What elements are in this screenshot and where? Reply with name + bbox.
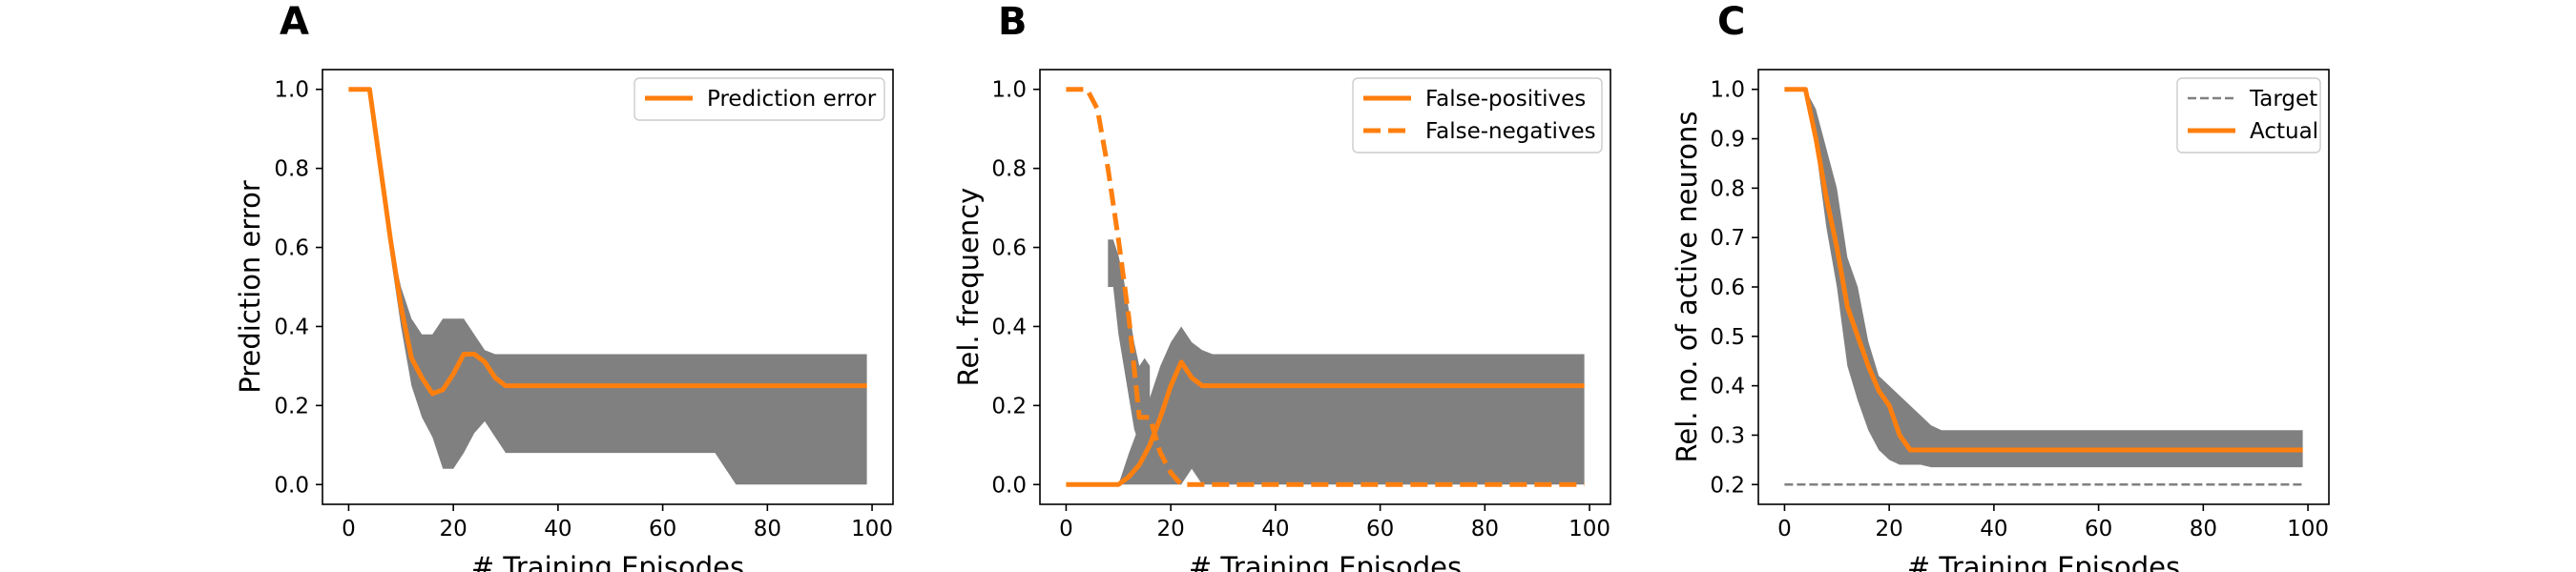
panel-b-line-layer	[1066, 87, 1585, 487]
panel-b-legend-label-false-negatives: False-negatives	[1425, 119, 1596, 144]
panel-c-y-tick-label: 0.7	[1710, 226, 1745, 251]
panel-b-y-tick-label: 0.0	[991, 473, 1027, 498]
panel-b-x-tick-label: 100	[1568, 517, 1610, 541]
panel-a-series-prediction-error	[348, 87, 867, 397]
panel-a-legend: Prediction error	[634, 77, 885, 121]
panel-c-label: C	[1717, 0, 1745, 44]
panel-a-x-tick-label: 0	[342, 517, 356, 541]
panel-a-band-layer	[348, 89, 867, 485]
panel-c-x-ticks: 0 20 40 60 80 100	[1777, 504, 2329, 541]
panel-b-band-3	[1192, 389, 1454, 485]
panel-b: B 0 20 40 60 80 100 0.0 0.2 0.4 0.6 0.8 1.0 # Trai…	[952, 0, 1611, 572]
panel-c-y-ticks: 0.2 0.3 0.4 0.5 0.6 0.7 0.8 0.9 1.0	[1710, 78, 1758, 498]
panel-b-x-tick-label: 20	[1157, 517, 1185, 541]
panel-c-x-tick-label: 100	[2287, 517, 2329, 541]
panel-c-y-tick-label: 0.3	[1710, 423, 1745, 448]
panel-c-x-tick-label: 20	[1876, 517, 1903, 541]
panel-b-x-axis-label: # Training Episodes	[1189, 551, 1462, 572]
panel-c-series-actual	[1784, 87, 2303, 453]
panel-a-x-tick-label: 100	[851, 517, 893, 541]
panel-c-x-tick-label: 60	[2085, 517, 2112, 541]
panel-b-y-ticks: 0.0 0.2 0.4 0.6 0.8 1.0	[991, 78, 1040, 498]
panel-b-plot-frame	[1039, 69, 1611, 505]
panel-c-x-tick-label: 0	[1777, 517, 1792, 541]
panel-c-y-tick-label: 0.4	[1710, 375, 1745, 399]
panel-a-y-tick-label: 1.0	[274, 78, 309, 103]
panel-a-y-tick-label: 0.6	[274, 236, 309, 261]
panel-c-y-tick-label: 0.8	[1710, 176, 1745, 201]
panel-a-line-layer	[348, 87, 867, 397]
panel-a: A 0 20 40 60 80 100 0.0 0.2 0.4 0.6 0.8 1.0 # Trai…	[234, 0, 894, 572]
panel-c-y-tick-label: 0.6	[1710, 276, 1745, 300]
panel-b-x-tick-label: 80	[1471, 517, 1499, 541]
panel-b-y-tick-label: 1.0	[991, 78, 1027, 103]
panel-a-plot-frame	[322, 69, 894, 505]
panel-c-y-tick-label: 0.2	[1710, 473, 1745, 498]
panel-b-legend: False-positives False-negatives	[1352, 77, 1603, 153]
panel-c: C 0 20 40 60 80 100 0.2 0.3 0.4 0.5 0.6 0.7 0.8 0.9 1…	[1671, 0, 2330, 572]
panel-b-label: B	[998, 0, 1028, 44]
panel-c-x-tick-label: 80	[2190, 517, 2217, 541]
panel-c-y-axis-label: Rel. no. of active neurons	[1671, 112, 1703, 463]
panel-b-series-false-positives	[1066, 359, 1585, 487]
panel-a-y-tick-label: 0.4	[274, 315, 309, 339]
panel-a-x-tick-label: 20	[440, 517, 467, 541]
panel-a-y-ticks: 0.0 0.2 0.4 0.6 0.8 1.0	[274, 78, 322, 498]
panel-b-y-tick-label: 0.6	[991, 236, 1027, 261]
panel-b-y-tick-label: 0.2	[991, 394, 1027, 419]
panel-b-y-axis-label: Rel. frequency	[952, 188, 985, 387]
panel-a-x-tick-label: 60	[649, 517, 676, 541]
panel-a-x-ticks: 0 20 40 60 80 100	[342, 504, 893, 541]
panel-b-legend-box	[1352, 77, 1603, 153]
panel-b-y-tick-label: 0.8	[991, 157, 1027, 182]
panel-b-x-tick-label: 40	[1261, 517, 1289, 541]
panel-b-x-tick-label: 60	[1366, 517, 1394, 541]
panel-c-legend-box	[2176, 77, 2321, 153]
panel-a-y-tick-label: 0.8	[274, 157, 309, 182]
panel-c-line-layer	[1784, 87, 2303, 486]
panel-b-band-2	[1108, 239, 1151, 445]
panel-a-y-axis-label: Prediction error	[234, 180, 266, 394]
panel-b-series-false-negatives	[1066, 87, 1585, 487]
panel-b-x-ticks: 0 20 40 60 80 100	[1059, 504, 1610, 541]
panel-c-legend-label-actual: Actual	[2250, 119, 2318, 144]
panel-c-y-tick-label: 0.5	[1710, 325, 1745, 350]
panel-c-x-tick-label: 40	[1980, 517, 2007, 541]
panel-c-legend-label-target: Target	[2249, 87, 2317, 112]
panel-c-y-tick-label: 1.0	[1710, 78, 1745, 103]
panel-a-x-axis-label: # Training Episodes	[471, 551, 744, 572]
panel-a-x-tick-label: 40	[544, 517, 571, 541]
panel-b-y-tick-label: 0.4	[991, 315, 1027, 339]
panel-a-label: A	[280, 0, 309, 44]
panel-a-y-tick-label: 0.2	[274, 394, 309, 419]
panel-a-band-1	[348, 89, 867, 485]
panel-c-legend: Target Actual	[2176, 77, 2321, 153]
panel-a-x-tick-label: 80	[754, 517, 781, 541]
panel-a-legend-label-prediction-error: Prediction error	[707, 87, 877, 112]
panel-b-band-layer	[1066, 239, 1585, 485]
panel-b-legend-label-false-positives: False-positives	[1425, 87, 1586, 112]
panel-b-x-tick-label: 0	[1059, 517, 1073, 541]
panel-c-y-tick-label: 0.9	[1710, 128, 1745, 153]
panel-a-y-tick-label: 0.0	[274, 473, 309, 498]
panel-c-x-axis-label: # Training Episodes	[1907, 551, 2180, 572]
panel-a-legend-box	[634, 77, 885, 121]
